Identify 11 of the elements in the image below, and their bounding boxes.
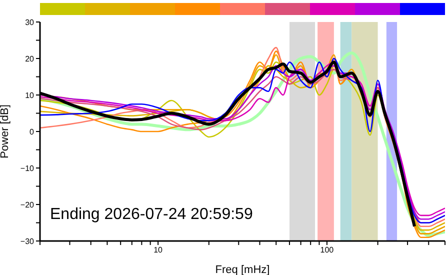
- annotation: Ending 2026-07-24 20:59:59: [50, 206, 253, 224]
- y-tick-label: 20: [25, 54, 35, 64]
- y-tick-label: −20: [20, 200, 35, 210]
- y-tick-label: 30: [25, 18, 35, 27]
- y-tick-label: 10: [25, 90, 35, 100]
- y-axis-title: Power [dB]: [0, 104, 11, 158]
- y-tick-label: −10: [20, 164, 35, 173]
- x-tick-label: 100: [320, 246, 334, 255]
- y-tick-label: 0: [30, 127, 35, 136]
- y-tick-label: −30: [20, 236, 35, 246]
- x-axis-title: Freq [mHz]: [215, 264, 270, 275]
